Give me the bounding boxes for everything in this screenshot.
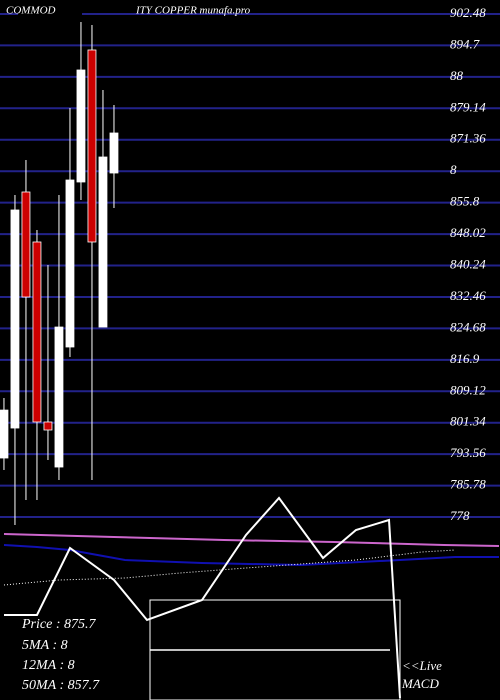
candle-body: [10, 209, 20, 429]
candle-body: [98, 156, 108, 328]
candle-body: [65, 179, 75, 348]
y-tick-label: 88: [450, 68, 464, 83]
info-price: Price : 875.7: [21, 617, 96, 632]
y-tick-label: 879.14: [450, 99, 486, 114]
y-tick-label: 793.56: [450, 445, 486, 460]
y-tick-label: 902.48: [450, 5, 486, 20]
info-5ma: 5MA : 8: [22, 638, 68, 653]
title-bg: [18, 0, 82, 22]
y-tick-label: 778: [450, 508, 470, 523]
indicator-line: [3, 533, 500, 547]
candle-body: [54, 326, 64, 468]
y-tick-label: 809.12: [450, 382, 486, 397]
candle-body: [87, 49, 97, 243]
y-tick-label: 871.36: [450, 131, 486, 146]
title: COMMOD: [6, 5, 56, 17]
indicator-lines: [3, 533, 500, 586]
y-tick-label: 840.24: [450, 257, 486, 272]
y-tick-label: 8: [450, 162, 457, 177]
macd-label: MACD: [401, 676, 439, 691]
candle-body: [0, 409, 9, 459]
macd-line-layer: [4, 496, 401, 699]
indicator-line: [4, 496, 401, 699]
candle-body: [21, 191, 31, 298]
candle-body: [32, 241, 42, 423]
indicator-line: [3, 549, 456, 586]
macd-label: <<Live: [402, 658, 442, 673]
title: ITY COPPER munafa.pro: [135, 5, 251, 17]
y-tick-label: 894.7: [450, 36, 480, 51]
y-tick-label: 785.78: [450, 477, 486, 492]
y-tick-label: 848.02: [450, 225, 486, 240]
y-tick-label: 801.34: [450, 414, 486, 429]
candle-body: [109, 132, 119, 174]
info-12ma: 12MA : 8: [22, 658, 75, 673]
y-tick-label: 824.68: [450, 319, 486, 334]
y-tick-label: 816.9: [450, 351, 480, 366]
candle-body: [76, 69, 86, 183]
info-50ma: 50MA : 857.7: [22, 678, 100, 693]
y-tick-label: 855.8: [450, 194, 480, 209]
y-tick-label: 832.46: [450, 288, 486, 303]
indicator-line: [3, 544, 499, 567]
candles: [0, 0, 119, 526]
candle-body: [43, 421, 53, 431]
